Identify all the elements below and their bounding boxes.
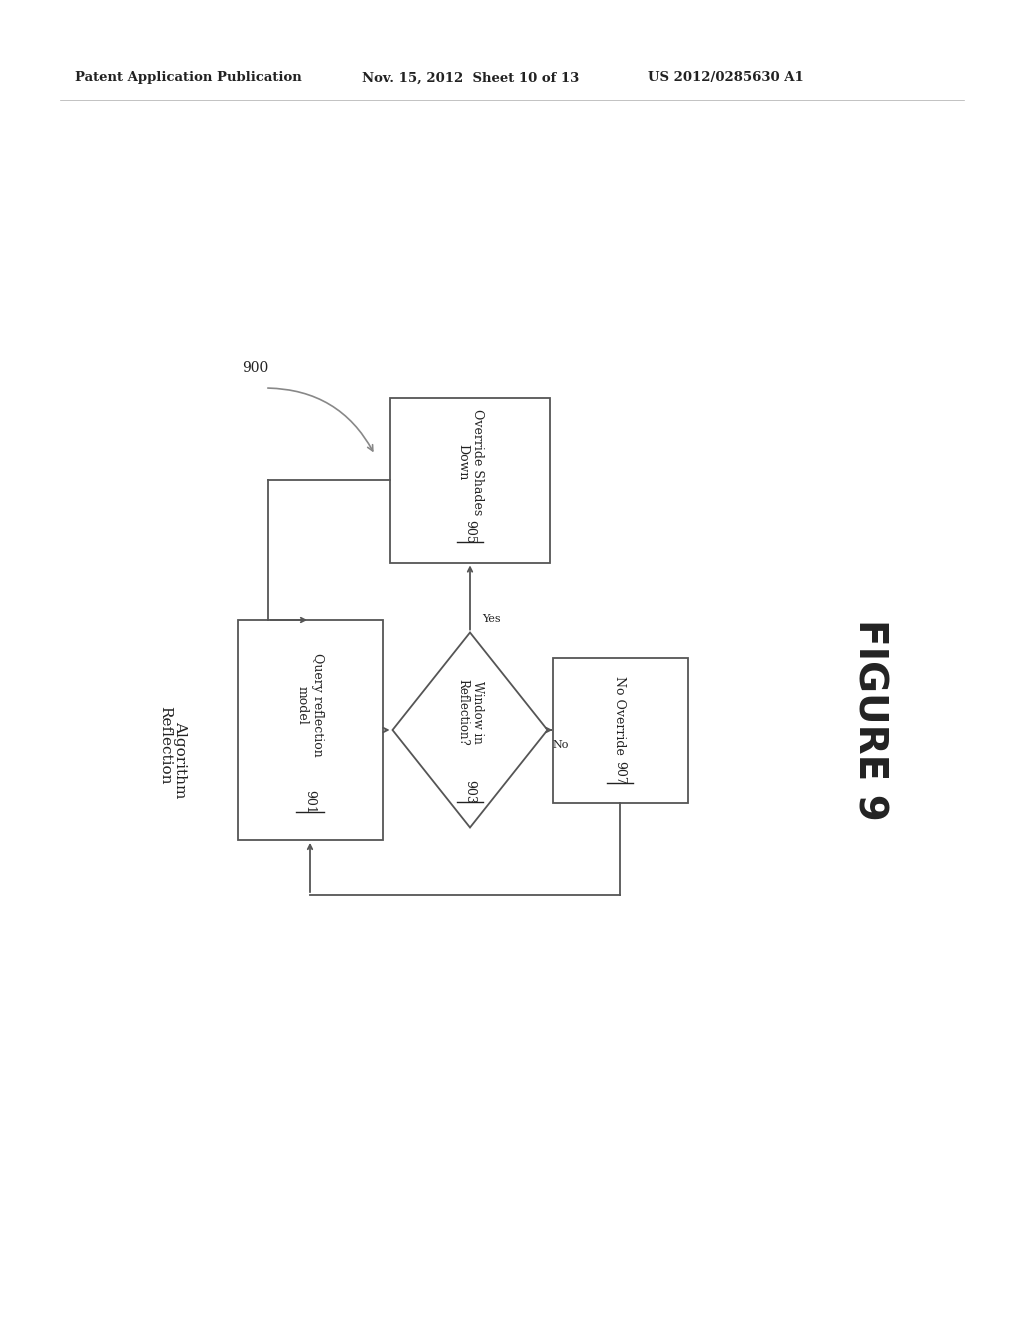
Text: Nov. 15, 2012  Sheet 10 of 13: Nov. 15, 2012 Sheet 10 of 13 — [362, 71, 580, 84]
Text: Override Shades
Down: Override Shades Down — [456, 409, 484, 515]
Text: Patent Application Publication: Patent Application Publication — [75, 71, 302, 84]
Text: No Override: No Override — [613, 676, 627, 755]
Text: Algorithm: Algorithm — [173, 721, 187, 799]
Text: Window in
Reflection?: Window in Reflection? — [456, 678, 484, 746]
Text: No: No — [553, 741, 569, 750]
Text: Reflection: Reflection — [158, 706, 172, 784]
Text: 907: 907 — [613, 762, 627, 785]
FancyBboxPatch shape — [390, 397, 550, 562]
FancyBboxPatch shape — [238, 620, 383, 840]
Text: 903: 903 — [464, 780, 476, 804]
Text: Query reflection
model: Query reflection model — [296, 653, 324, 756]
Text: 905: 905 — [464, 520, 476, 544]
Text: 901: 901 — [303, 791, 316, 814]
Text: Yes: Yes — [482, 615, 501, 624]
Polygon shape — [392, 632, 548, 828]
Text: FIGURE 9: FIGURE 9 — [851, 619, 889, 821]
FancyBboxPatch shape — [553, 657, 687, 803]
Text: US 2012/0285630 A1: US 2012/0285630 A1 — [648, 71, 804, 84]
Text: 900: 900 — [242, 360, 268, 375]
